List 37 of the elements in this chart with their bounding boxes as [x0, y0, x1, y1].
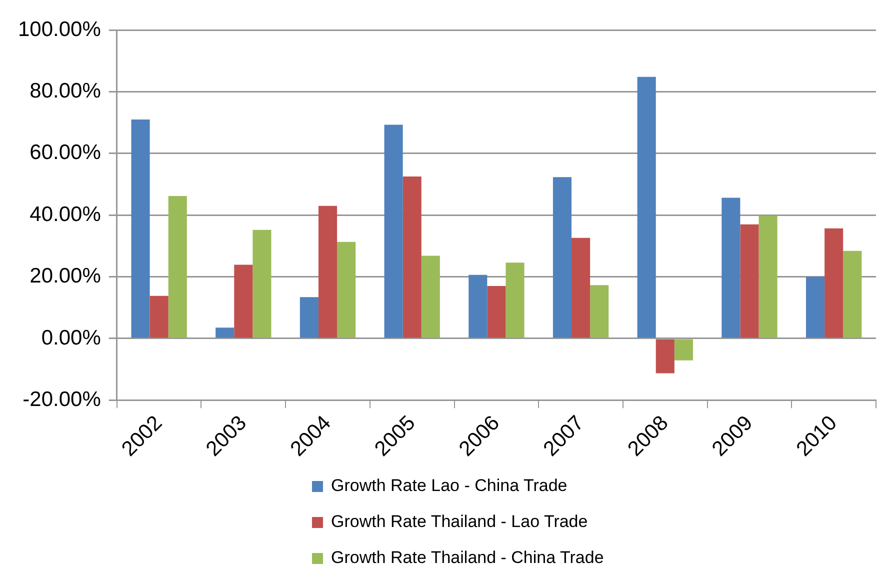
bar — [656, 339, 674, 374]
bar — [552, 177, 572, 338]
bar — [421, 256, 440, 338]
bar — [637, 76, 656, 338]
bar — [806, 276, 825, 338]
bar — [337, 242, 356, 338]
y-tick-label: 0.00% — [41, 326, 101, 350]
bar — [758, 216, 778, 338]
bar — [168, 196, 187, 338]
bar — [402, 176, 422, 338]
bar — [843, 250, 862, 338]
bar — [572, 238, 590, 338]
bar — [150, 296, 168, 338]
bar — [300, 297, 318, 338]
bar — [824, 228, 844, 338]
bar — [384, 124, 403, 338]
bar — [252, 230, 272, 338]
bar — [674, 339, 693, 360]
bar — [506, 262, 524, 338]
y-tick-label: -20.00% — [22, 388, 101, 411]
y-tick-label: 40.00% — [30, 202, 101, 226]
bar — [131, 119, 150, 338]
bar — [216, 328, 234, 338]
legend-label: Growth Rate Thailand - Lao Trade — [331, 512, 588, 532]
bar — [740, 224, 759, 338]
bar — [468, 274, 488, 338]
legend-label: Growth Rate Thailand - China Trade — [331, 548, 604, 568]
bar — [318, 206, 338, 338]
bar — [590, 285, 609, 338]
y-tick-label: 100.00% — [18, 18, 101, 41]
bar — [722, 198, 740, 338]
y-tick-label: 80.00% — [30, 79, 101, 102]
y-tick-label: 20.00% — [30, 264, 101, 288]
bar — [234, 264, 253, 338]
bar — [487, 286, 506, 338]
y-tick-label: 60.00% — [30, 141, 101, 164]
legend-label: Growth Rate Lao - China Trade — [331, 476, 568, 496]
